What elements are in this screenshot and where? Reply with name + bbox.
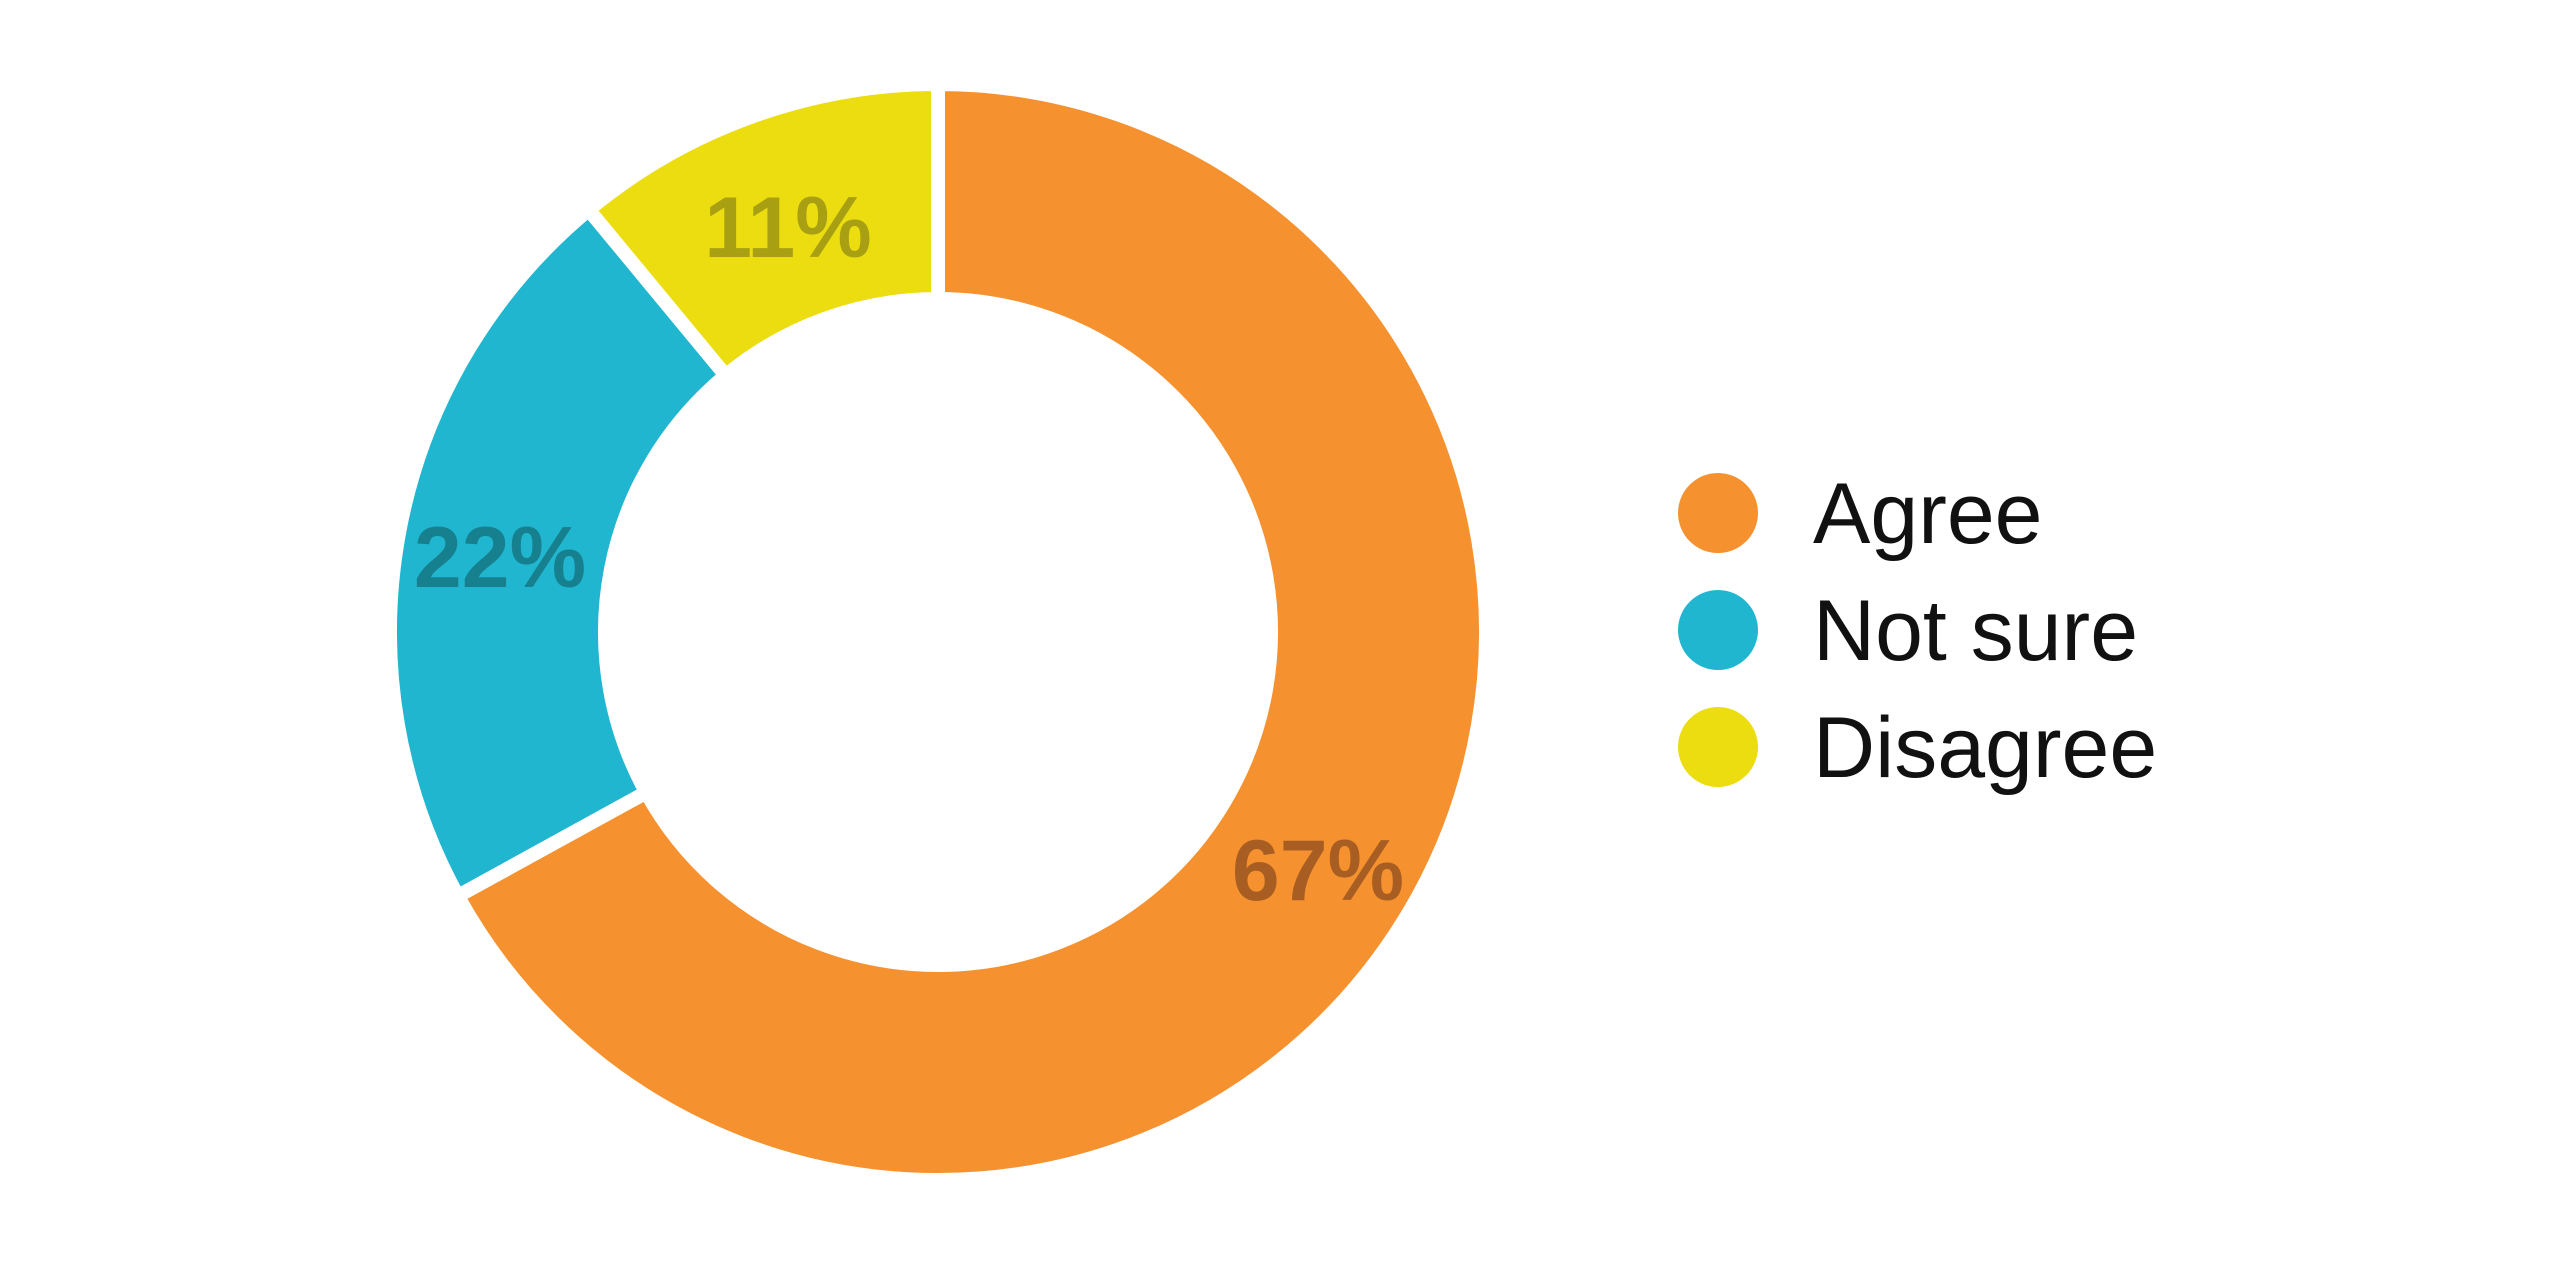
slice-labels-group: 67% 22% 11% [414,180,1404,919]
slice-disagree [578,76,945,386]
legend-label-agree: Agree [1813,466,2043,562]
data-label-agree: 67% [1232,823,1404,919]
legend-label-not-sure: Not sure [1813,583,2138,679]
legend-swatch-agree [1678,473,1758,553]
slices-group [383,76,1493,1187]
slice-not-sure [383,199,736,906]
slice-agree [448,76,1493,1187]
legend: Agree Not sure Disagree [1678,466,2157,796]
legend-swatch-disagree [1678,707,1758,787]
legend-swatch-not-sure [1678,590,1758,670]
legend-label-disagree: Disagree [1813,700,2157,796]
data-label-disagree: 11% [704,180,871,276]
data-label-not-sure: 22% [414,510,586,606]
